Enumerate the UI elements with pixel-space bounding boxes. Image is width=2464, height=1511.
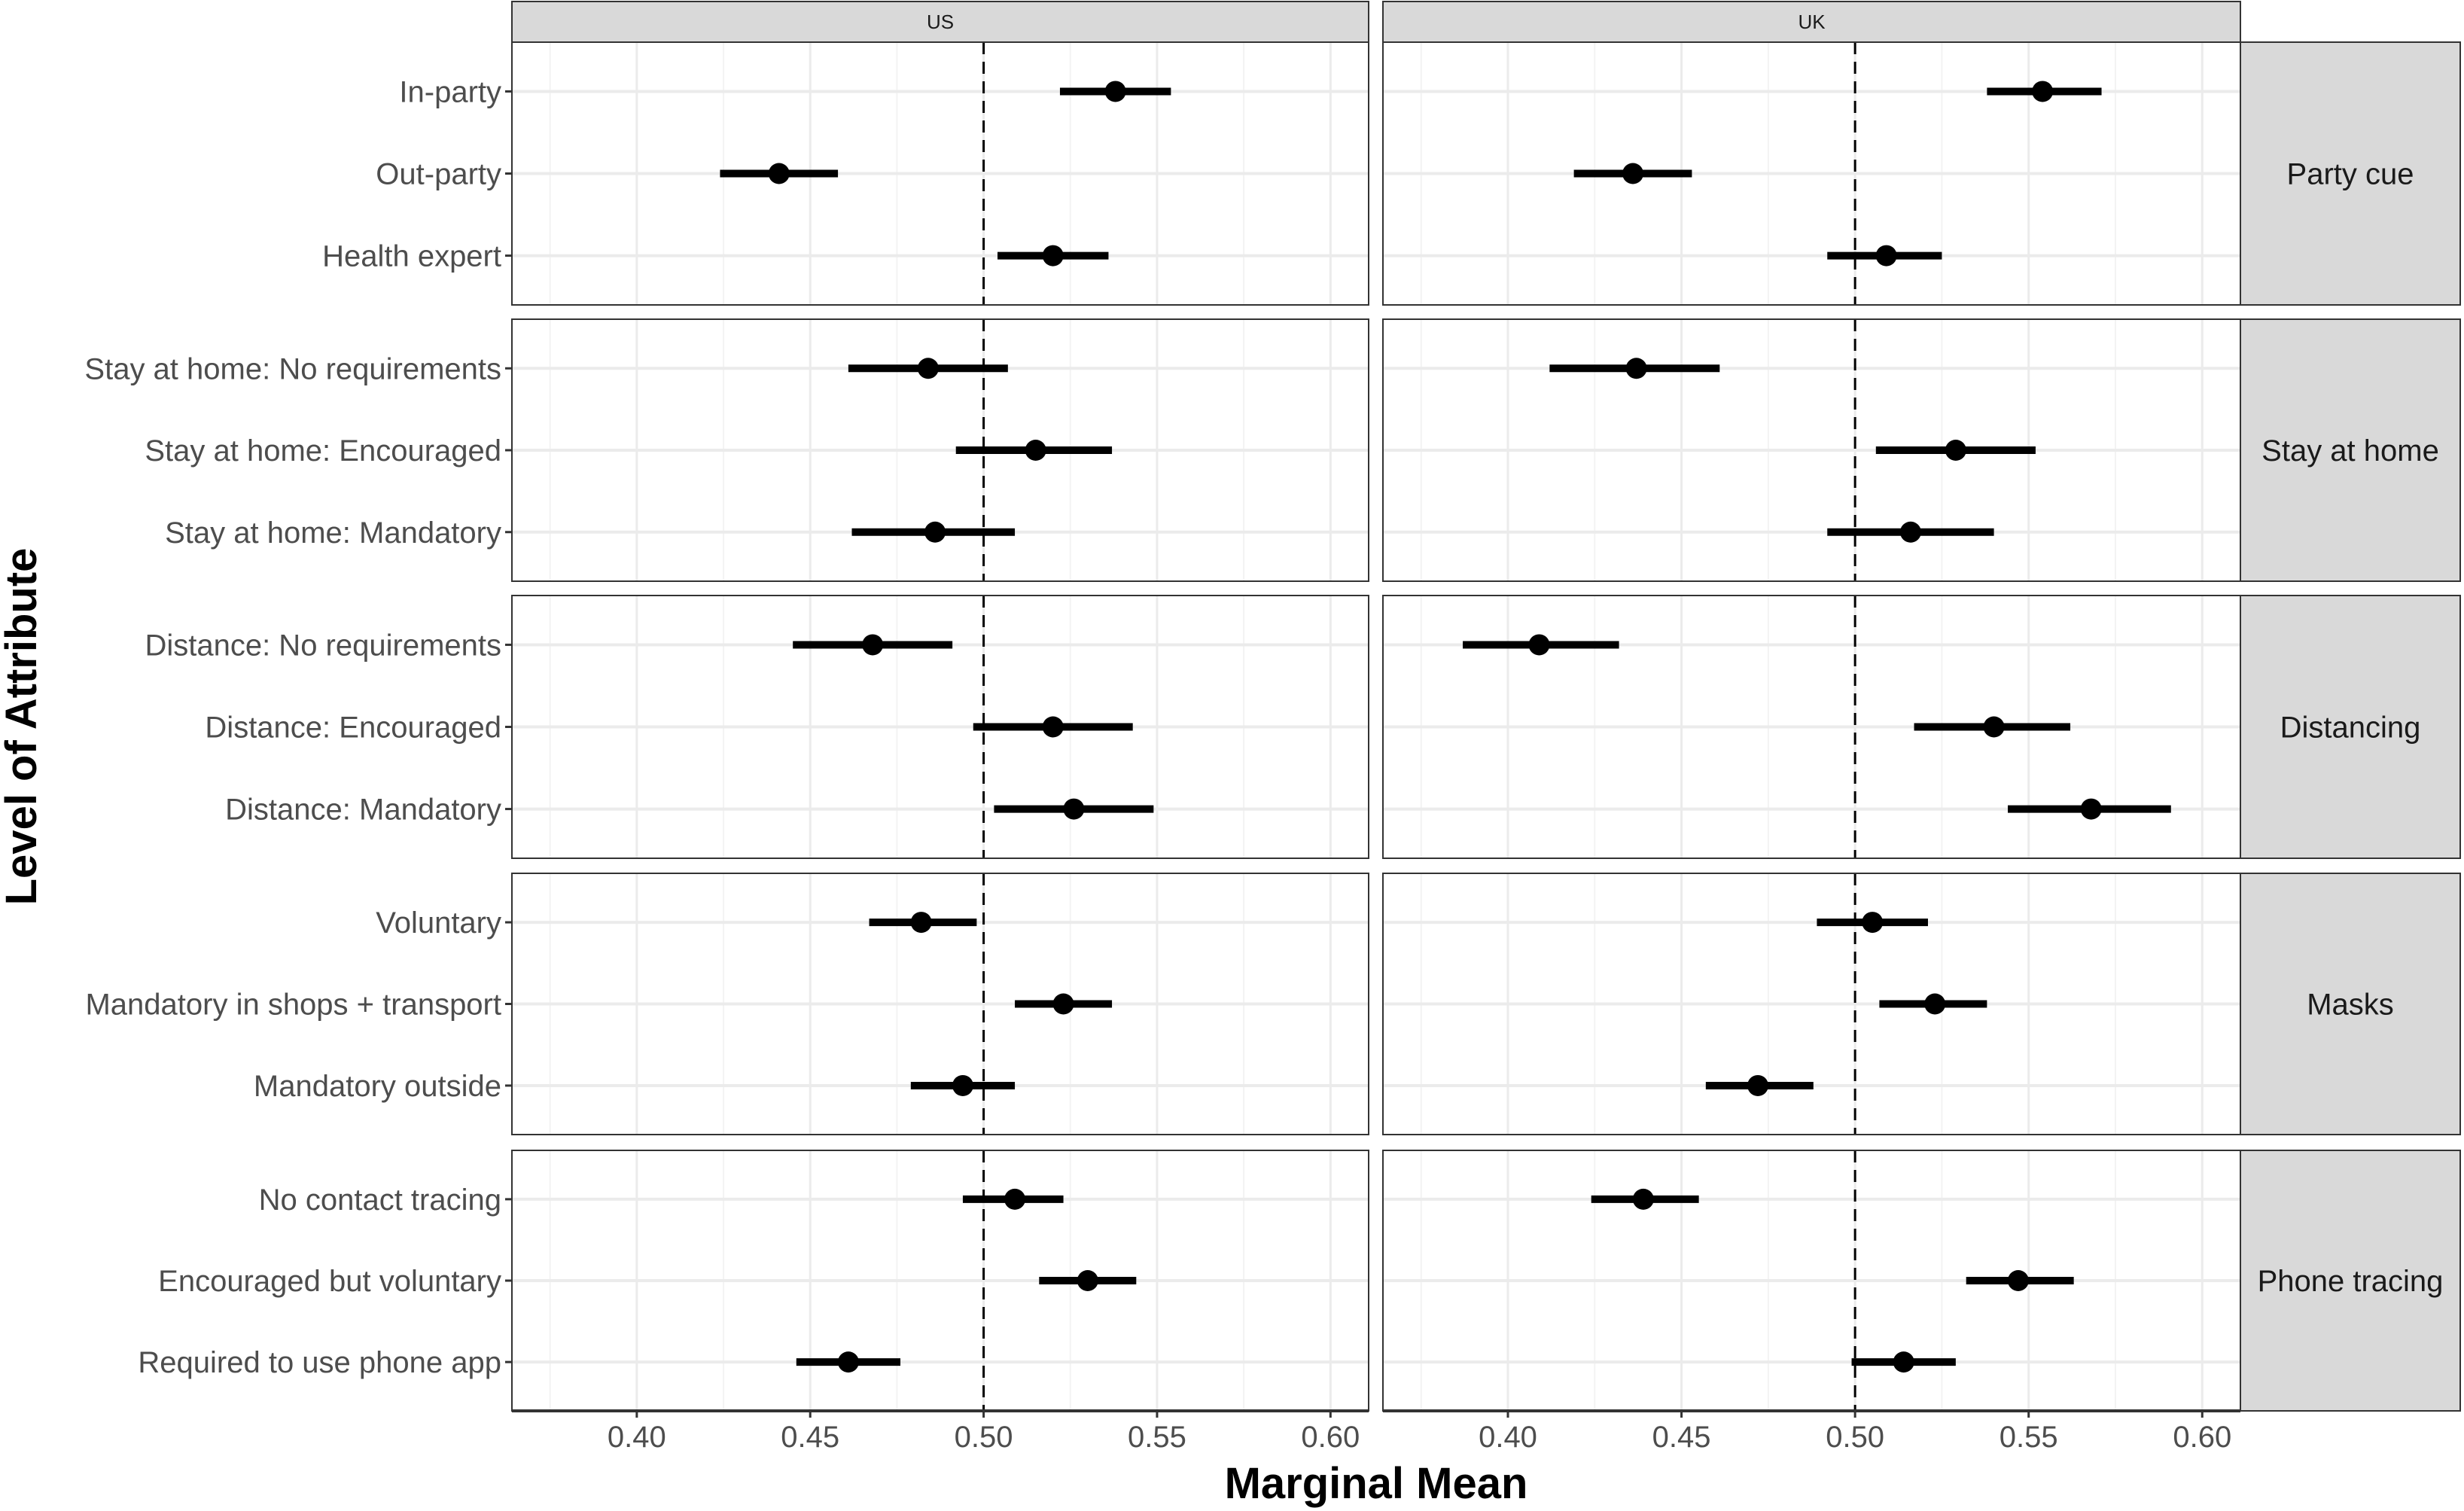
column-strip-us: US — [511, 1, 1369, 43]
estimate-point — [1705, 1074, 1814, 1096]
estimate-point — [962, 1188, 1064, 1210]
estimate-point — [1827, 245, 1942, 267]
row-strip-phone-tracing: Phone tracing — [2240, 1150, 2461, 1412]
column-strip-label: UK — [1798, 11, 1826, 33]
y-tick-labels-distancing: Distance: No requirements Distance: Encou… — [145, 629, 512, 827]
estimate-point — [1591, 1188, 1699, 1210]
row-strip-label: Stay at home — [2261, 434, 2439, 468]
row-strip-label: Party cue — [2287, 158, 2414, 191]
x-tick-label: 0.55 — [2000, 1421, 2058, 1454]
y-tick-label: Encouraged but voluntary — [158, 1265, 501, 1298]
estimate-point — [851, 521, 1016, 543]
estimate-point — [1573, 163, 1692, 184]
y-axis-title: Level of Attribute — [0, 548, 46, 906]
row-strip-stay-at-home: Stay at home — [2240, 318, 2461, 582]
panel-us-stay-at-home — [511, 318, 1369, 582]
estimate-point — [1851, 1351, 1956, 1373]
estimate-point — [793, 634, 953, 656]
estimate-point — [1987, 81, 2102, 102]
x-tick-label: 0.40 — [1479, 1421, 1537, 1454]
x-axis-uk: 0.40 0.45 0.50 0.55 0.60 — [1383, 1409, 2240, 1454]
y-tick-label: Stay at home: Encouraged — [145, 434, 501, 468]
x-tick-label: 0.50 — [1826, 1421, 1884, 1454]
estimate-point — [2008, 798, 2171, 820]
x-axis-us: 0.40 0.45 0.50 0.55 0.60 — [512, 1409, 1369, 1454]
y-tick-label: Stay at home: Mandatory — [165, 516, 501, 550]
x-tick-label: 0.50 — [955, 1421, 1013, 1454]
estimate-point — [796, 1351, 901, 1373]
y-tick-label: Mandatory in shops + transport — [85, 989, 501, 1022]
panel-uk-stay-at-home — [1382, 318, 2241, 582]
row-strip-label: Phone tracing — [2258, 1265, 2444, 1298]
column-strip-label: US — [927, 11, 954, 33]
estimate-point — [1817, 912, 1928, 934]
y-tick-label: Distance: Encouraged — [205, 711, 501, 745]
y-tick-labels-phone-tracing: No contact tracing Encouraged but volunta… — [138, 1184, 512, 1379]
row-strip-distancing: Distancing — [2240, 595, 2461, 859]
y-tick-label: Out-party — [376, 158, 501, 191]
estimate-point — [1059, 81, 1171, 102]
panel-us-masks — [511, 873, 1369, 1135]
y-tick-labels-party-cue: In-party Out-party Health expert — [322, 75, 512, 273]
estimate-point — [997, 245, 1109, 267]
panel-uk-distancing — [1382, 595, 2241, 859]
y-tick-label: In-party — [399, 75, 501, 108]
estimate-point — [955, 440, 1113, 461]
estimate-point — [1549, 358, 1720, 379]
estimate-point — [1039, 1270, 1137, 1291]
y-tick-label: No contact tracing — [259, 1184, 501, 1217]
row-strip-masks: Masks — [2240, 873, 2461, 1135]
estimate-point — [720, 163, 839, 184]
estimate-point — [1827, 521, 1994, 543]
estimate-point — [1966, 1270, 2074, 1291]
panel-uk-phone-tracing — [1382, 1150, 2241, 1412]
y-tick-labels-masks: Voluntary Mandatory in shops + transport M… — [85, 906, 512, 1103]
x-tick-label: 0.55 — [1128, 1421, 1186, 1454]
y-tick-label: Mandatory outside — [254, 1070, 501, 1103]
y-tick-label: Required to use phone app — [138, 1346, 501, 1379]
estimate-point — [1463, 634, 1619, 656]
x-tick-label: 0.45 — [1652, 1421, 1711, 1454]
y-tick-label: Voluntary — [376, 906, 501, 940]
row-strip-party-cue: Party cue — [2240, 41, 2461, 306]
estimate-point — [869, 912, 977, 934]
estimate-point — [910, 1074, 1016, 1096]
y-tick-labels-stay-at-home: Stay at home: No requirements Stay at hom… — [84, 352, 512, 550]
panel-us-phone-tracing — [511, 1150, 1369, 1412]
panel-uk-masks — [1382, 873, 2241, 1135]
x-tick-label: 0.60 — [1301, 1421, 1360, 1454]
x-tick-label: 0.45 — [781, 1421, 839, 1454]
y-tick-label: Distance: No requirements — [145, 629, 501, 662]
estimate-point — [1879, 993, 1987, 1015]
estimate-point — [1914, 716, 2071, 738]
row-strip-label: Masks — [2307, 989, 2394, 1022]
y-tick-label: Distance: Mandatory — [225, 794, 501, 827]
estimate-point — [994, 798, 1154, 820]
estimate-point — [848, 358, 1008, 379]
x-tick-label: 0.60 — [2173, 1421, 2231, 1454]
panel-us-distancing — [511, 595, 1369, 859]
estimate-point — [1875, 440, 2036, 461]
y-tick-label: Health expert — [322, 240, 501, 273]
column-strip-uk: UK — [1382, 1, 2241, 43]
x-axis-title: Marginal Mean — [1225, 1459, 1528, 1508]
panel-uk-party-cue — [1382, 41, 2241, 306]
estimate-point — [973, 716, 1133, 738]
panel-us-party-cue — [511, 41, 1369, 306]
x-tick-label: 0.40 — [608, 1421, 666, 1454]
row-strip-label: Distancing — [2280, 711, 2421, 745]
estimate-point — [1015, 993, 1113, 1015]
y-tick-label: Stay at home: No requirements — [84, 352, 501, 385]
